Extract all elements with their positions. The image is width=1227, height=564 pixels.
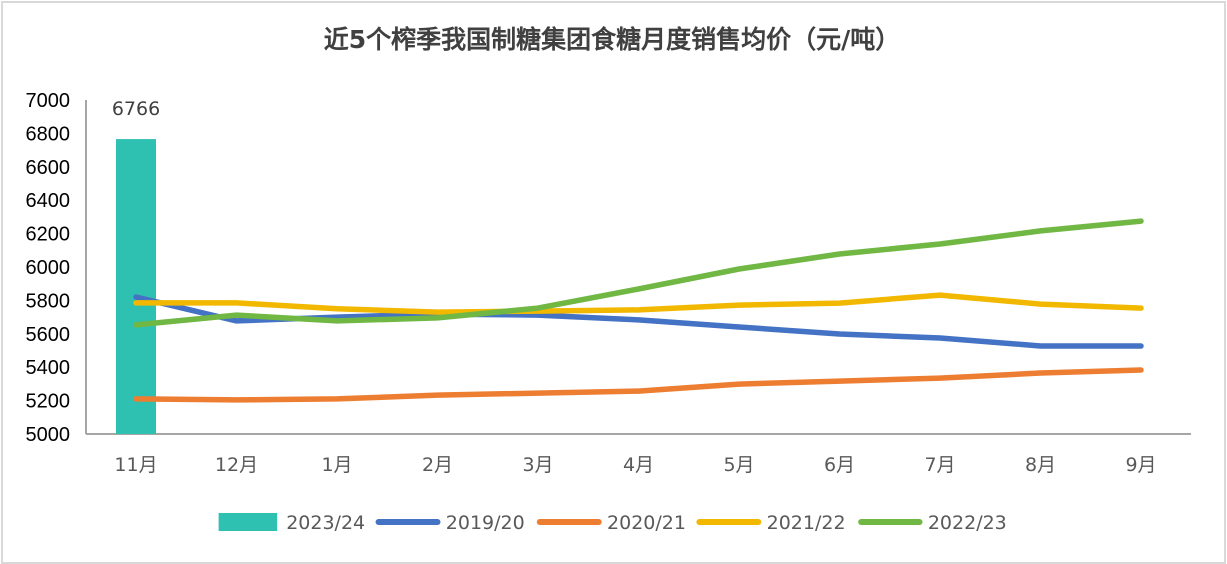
x-tick-label: 1月 (321, 454, 352, 476)
legend-label: 2022/23 (928, 512, 1007, 534)
legend-label: 2019/20 (446, 512, 525, 534)
x-tick-label: 11月 (114, 454, 157, 476)
y-tick-label: 7000 (26, 90, 71, 112)
bar-series: 6766 (112, 98, 160, 434)
y-tick-label: 6400 (26, 190, 71, 212)
x-tick-label: 3月 (522, 454, 553, 476)
legend: 2023/24 2019/20 2020/21 2021/22 2022/23 (218, 512, 1007, 534)
y-tick-label: 5400 (26, 357, 71, 379)
x-tick-label: 7月 (924, 454, 955, 476)
line-series-2020-21 (133, 367, 1144, 403)
legend-label: 2020/21 (607, 512, 686, 534)
y-tick-label: 5200 (26, 391, 71, 413)
legend-swatch-2023-24 (218, 513, 278, 531)
line-series-group (133, 218, 1144, 403)
x-tick-label: 5月 (723, 454, 754, 476)
line-series-2021-22 (133, 292, 1144, 315)
x-axis-ticks: 11月 12月 1月 2月 3月 4月 5月 6月 7月 8月 9月 (114, 454, 1156, 476)
legend-label: 2021/22 (767, 512, 846, 534)
y-tick-label: 5600 (26, 324, 71, 346)
x-tick-label: 2月 (422, 454, 453, 476)
bar-2023-24-11月 (116, 139, 156, 434)
y-tick-label: 6000 (26, 257, 71, 279)
x-tick-label: 6月 (824, 454, 855, 476)
x-tick-label: 9月 (1125, 454, 1156, 476)
legend-label: 2023/24 (286, 512, 365, 534)
y-tick-label: 6200 (26, 224, 71, 246)
bar-data-label: 6766 (112, 98, 160, 120)
chart-title: 近5个榨季我国制糖集团食糖月度销售均价（元/吨） (324, 25, 901, 54)
y-tick-label: 5800 (26, 290, 71, 312)
x-tick-label: 8月 (1025, 454, 1056, 476)
x-tick-label: 12月 (215, 454, 258, 476)
y-tick-label: 6600 (26, 157, 71, 179)
y-axis-ticks: 7000 6800 6600 6400 6200 6000 5800 5600 5400 5200… (26, 90, 71, 446)
y-tick-label: 5000 (26, 424, 71, 446)
y-tick-label: 6800 (26, 123, 71, 145)
x-tick-label: 4月 (623, 454, 654, 476)
